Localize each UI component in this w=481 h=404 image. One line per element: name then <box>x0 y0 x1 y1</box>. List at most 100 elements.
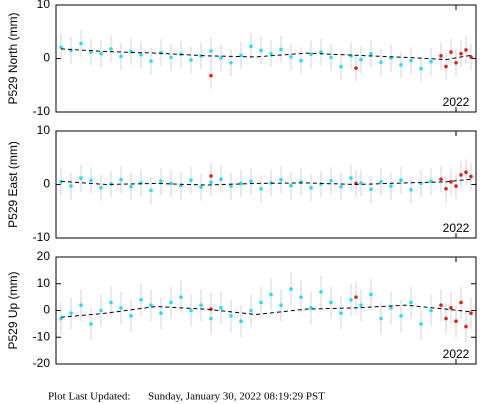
data-point <box>189 308 193 313</box>
y-axis-label: P529 North (mm) <box>6 12 20 104</box>
data-point <box>99 185 103 190</box>
data-point <box>449 306 453 310</box>
data-point <box>249 308 253 313</box>
data-point <box>439 54 443 58</box>
data-point <box>199 303 203 307</box>
data-point <box>169 300 173 305</box>
y-tick-label: 0 <box>43 51 50 65</box>
data-point <box>369 292 373 297</box>
data-point <box>149 188 153 193</box>
data-point <box>459 51 463 56</box>
data-point <box>454 319 458 324</box>
data-point <box>459 173 463 177</box>
data-point <box>399 314 403 318</box>
data-point <box>339 64 343 69</box>
data-point <box>289 183 293 188</box>
data-point <box>79 41 83 46</box>
data-point <box>289 287 293 291</box>
plot-frame <box>55 4 477 113</box>
trend-line <box>60 48 472 61</box>
data-point <box>149 59 153 63</box>
data-point <box>219 306 223 310</box>
data-point <box>209 316 213 321</box>
data-point <box>79 303 83 307</box>
data-point <box>239 181 243 186</box>
data-point <box>139 298 143 302</box>
data-point <box>459 300 463 305</box>
data-point <box>279 177 283 182</box>
data-point <box>419 66 423 71</box>
data-point <box>139 52 143 57</box>
data-point <box>229 60 233 65</box>
data-point <box>59 316 63 321</box>
y-tick-label: -20 <box>33 356 51 370</box>
data-point <box>444 186 448 191</box>
data-point <box>379 316 383 321</box>
data-point <box>469 174 473 179</box>
data-point <box>349 298 353 302</box>
x-tick-label: 2022 <box>443 95 470 109</box>
data-point <box>469 55 473 59</box>
data-point <box>449 180 453 184</box>
data-point <box>89 178 93 183</box>
data-point <box>299 58 303 63</box>
data-point <box>464 170 468 174</box>
data-point <box>269 51 273 56</box>
y-tick-label: -10 <box>33 329 51 343</box>
y-tick-label: -10 <box>33 230 51 244</box>
data-point <box>259 48 263 53</box>
data-point <box>339 184 343 189</box>
data-point <box>189 178 193 183</box>
data-point <box>309 52 313 57</box>
data-point <box>169 55 173 60</box>
data-point <box>399 178 403 183</box>
data-point <box>409 188 413 192</box>
data-point <box>439 177 443 181</box>
data-point <box>99 51 103 56</box>
data-point <box>399 63 403 67</box>
data-point <box>319 182 323 186</box>
data-point <box>89 322 93 326</box>
data-point <box>209 49 213 53</box>
y-tick-label: 0 <box>43 177 50 191</box>
data-point <box>169 181 173 186</box>
data-point <box>249 179 253 184</box>
data-point <box>259 300 263 305</box>
data-point <box>464 324 468 329</box>
data-point <box>79 176 83 180</box>
y-tick-label: 0 <box>43 303 50 317</box>
footer-value: Sunday, January 30, 2022 08:19:29 PST <box>148 391 325 403</box>
y-axis-label: P529 East (mm) <box>6 141 20 228</box>
data-point <box>159 311 163 315</box>
data-point <box>129 314 133 318</box>
data-point <box>449 50 453 54</box>
data-point <box>429 308 433 313</box>
data-point <box>359 181 363 185</box>
data-point <box>379 180 383 184</box>
y-tick-label: -10 <box>33 104 51 118</box>
data-point <box>199 185 203 189</box>
data-point <box>339 311 343 315</box>
data-point <box>469 311 473 315</box>
data-point <box>259 186 263 191</box>
data-point <box>309 185 313 190</box>
x-tick-label: 2022 <box>443 347 470 361</box>
data-point <box>419 322 423 326</box>
y-axis-label: P529 Up (mm) <box>6 271 20 349</box>
data-point <box>129 184 133 189</box>
data-point <box>189 58 193 62</box>
data-point <box>209 73 213 78</box>
data-point <box>69 311 73 315</box>
footer-label: Plot Last Updated: <box>48 391 131 403</box>
data-point <box>219 177 223 181</box>
data-point <box>59 45 63 50</box>
data-point <box>149 303 153 307</box>
y-tick-label: 20 <box>37 249 51 263</box>
data-point <box>319 289 323 294</box>
data-point <box>289 55 293 59</box>
x-tick-label: 2022 <box>443 221 470 235</box>
data-point <box>444 316 448 321</box>
data-point <box>119 54 123 59</box>
data-point <box>369 187 373 192</box>
